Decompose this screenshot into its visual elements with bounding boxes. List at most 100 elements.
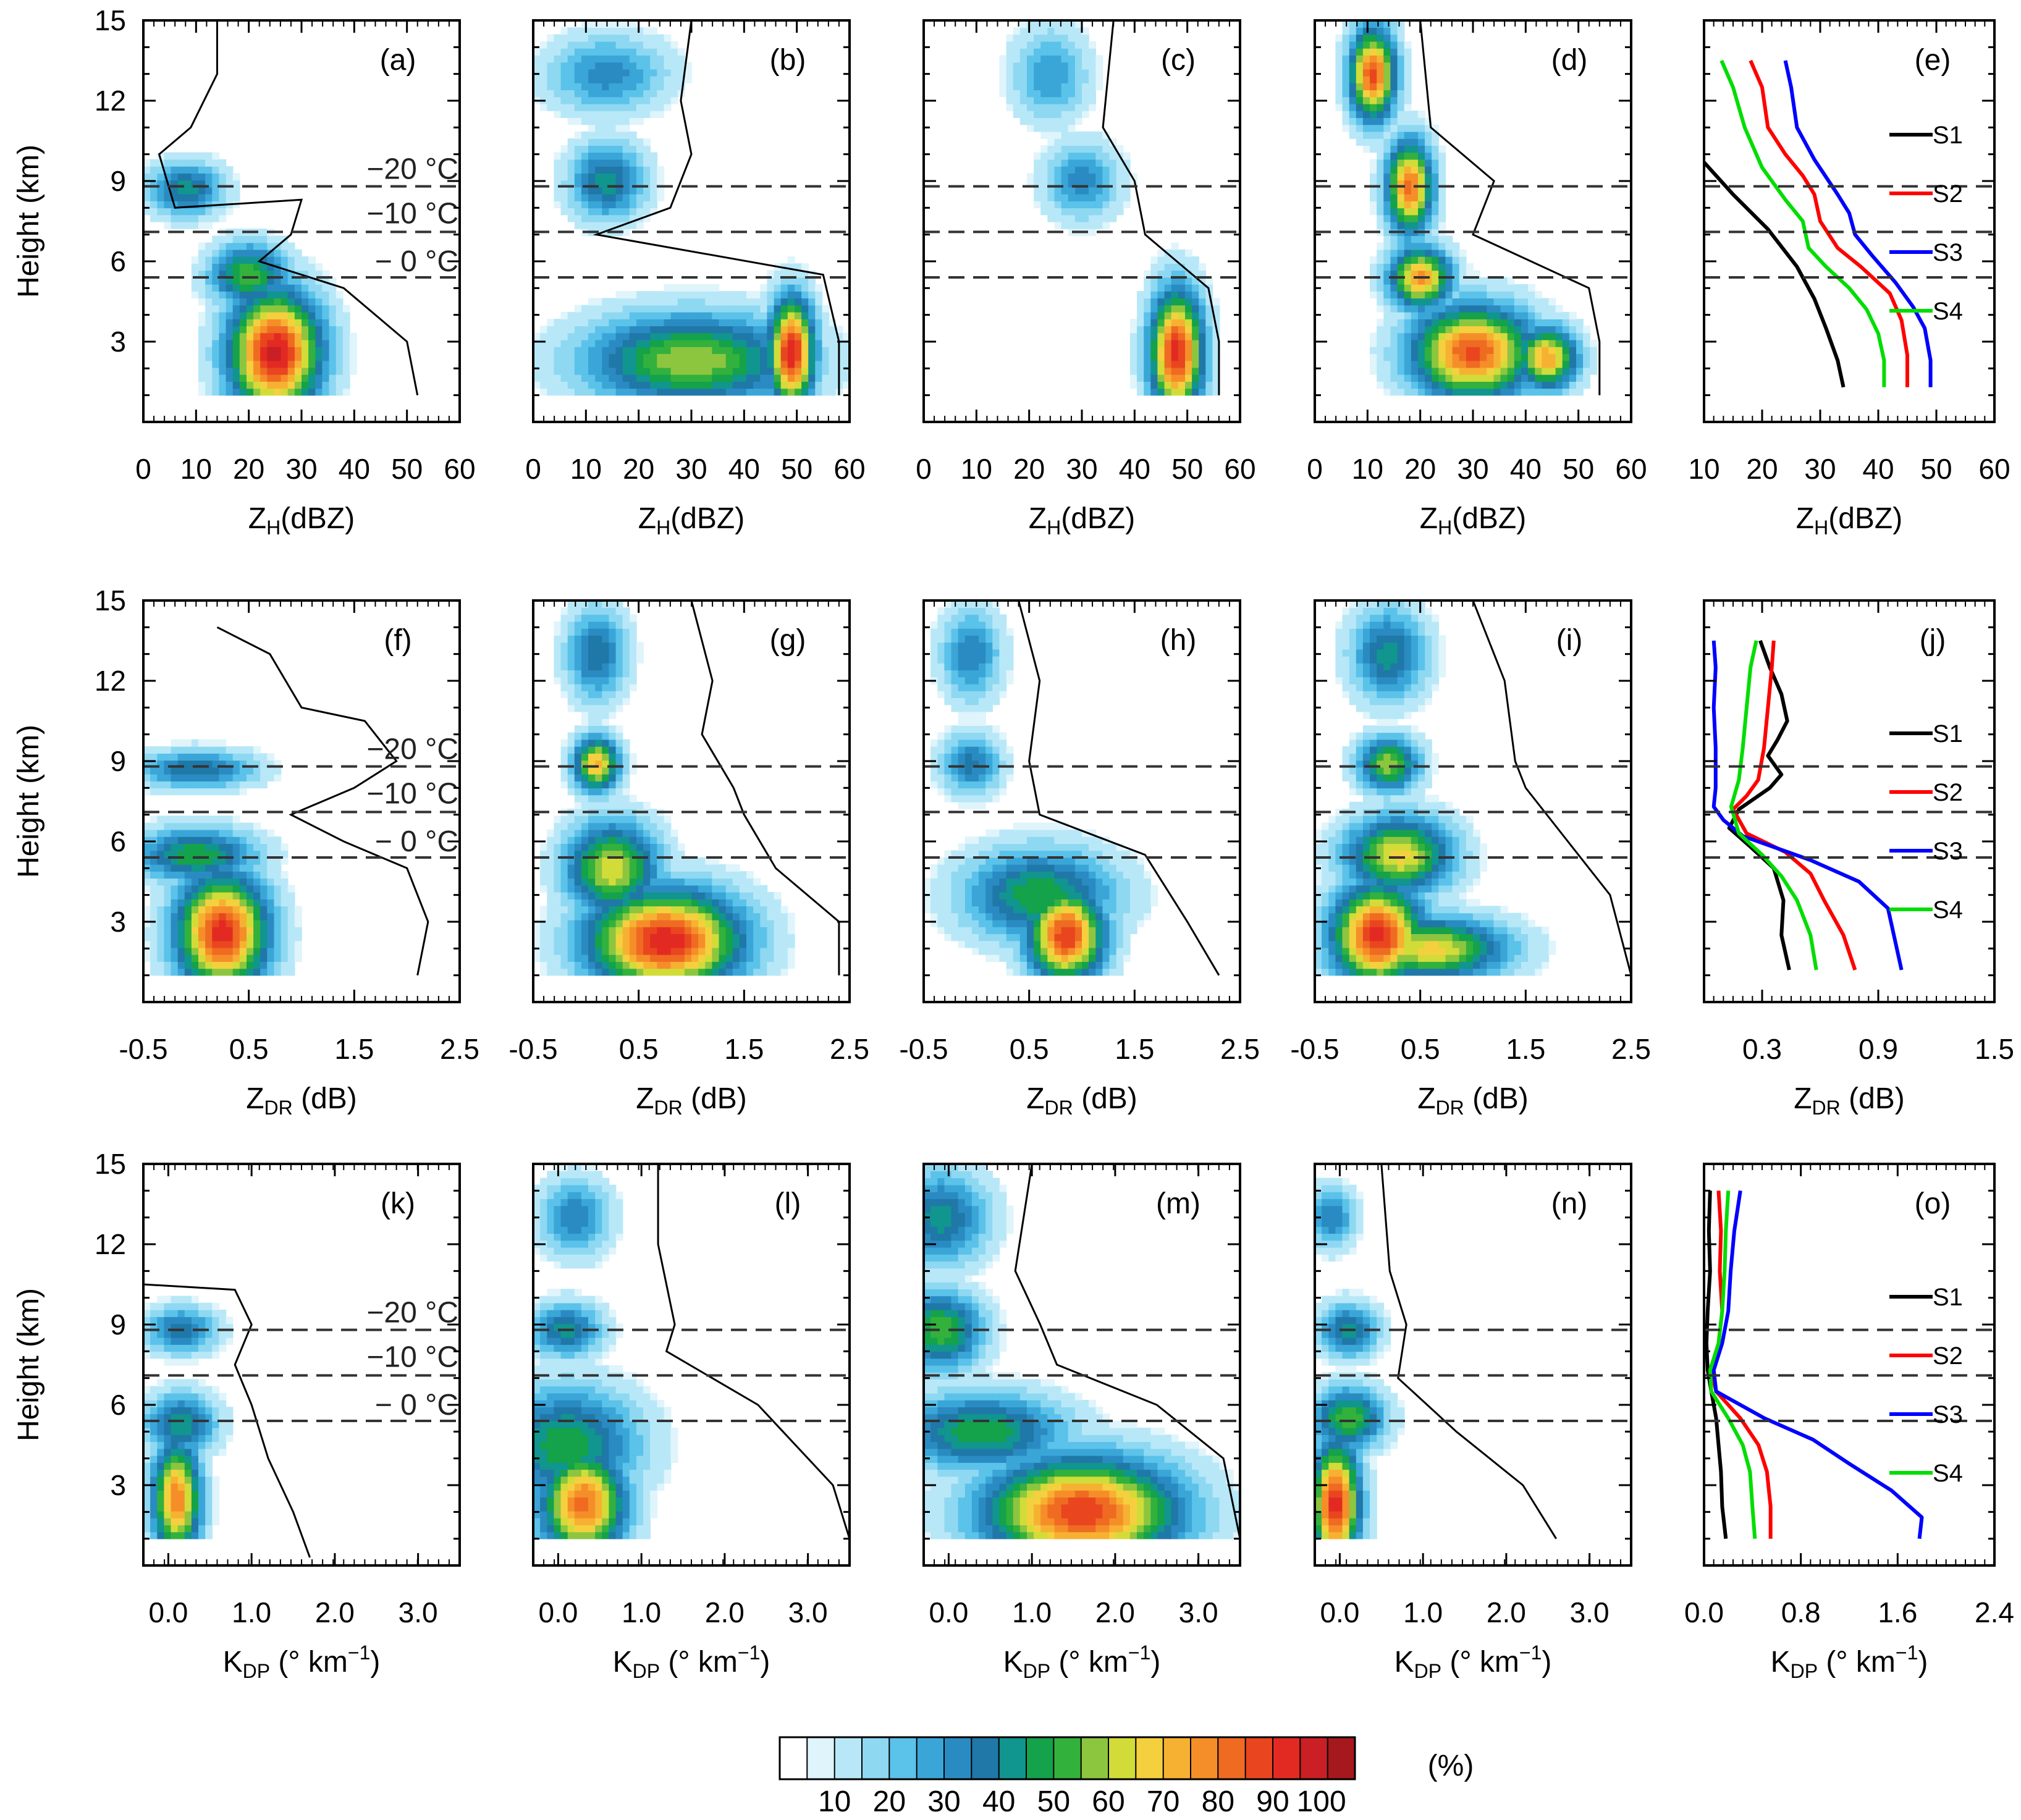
- cfad-cell: [1095, 208, 1103, 216]
- cfad-cell: [1040, 55, 1048, 63]
- cfad-cell: [232, 746, 240, 754]
- cfad-cell: [560, 663, 568, 671]
- cfad-cell: [198, 753, 206, 761]
- cfad-cell: [1061, 55, 1069, 63]
- cfad-cell: [719, 353, 727, 361]
- cfad-cell: [622, 131, 630, 139]
- cfad-cell: [560, 201, 568, 209]
- cfad-cell: [1411, 221, 1419, 229]
- cfad-cell: [342, 311, 350, 319]
- cfad-cell: [1109, 193, 1117, 201]
- cfad-cell: [1370, 20, 1377, 28]
- cfad-cell: [274, 760, 282, 768]
- cfad-cell: [1397, 152, 1405, 160]
- cfad-cell: [712, 284, 720, 292]
- cfad-cell: [1129, 326, 1137, 334]
- cfad-cell: [219, 242, 227, 250]
- cfad-cell: [1383, 374, 1391, 382]
- cfad-cell: [560, 649, 568, 657]
- cfad-cell: [1425, 201, 1432, 209]
- cfad-cell: [1487, 353, 1495, 361]
- cfad-cell: [171, 927, 179, 934]
- cfad-cell: [801, 360, 809, 368]
- cfad-cell: [670, 347, 678, 354]
- cfad-cell: [650, 90, 658, 98]
- cfad-cell: [746, 311, 754, 319]
- cfad-cell: [1390, 381, 1398, 389]
- cfad-cell: [315, 339, 323, 347]
- cfad-cell: [1074, 208, 1082, 216]
- cfad-cell: [287, 912, 295, 921]
- cfad-cell: [684, 388, 692, 396]
- cfad-cell: [1040, 193, 1048, 201]
- cfad-cell: [1542, 332, 1550, 340]
- x-tick-label: 20: [1746, 453, 1778, 485]
- cfad-cell: [219, 332, 227, 340]
- cfad-cell: [226, 332, 234, 340]
- cfad-cell: [829, 353, 837, 361]
- cfad-cell: [267, 332, 275, 340]
- cfad-cell: [643, 381, 651, 389]
- cfad-cell: [1027, 103, 1034, 111]
- cfad-cell: [1123, 193, 1131, 201]
- cfad-cell: [287, 899, 295, 907]
- cfad-cell: [602, 347, 610, 354]
- cfad-cell: [1061, 131, 1069, 139]
- cfad-cell: [1342, 41, 1350, 49]
- cfad-cell: [294, 940, 302, 948]
- cfad-cell: [1397, 221, 1405, 229]
- cfad-cell: [664, 367, 672, 375]
- cfad-cell: [1445, 256, 1453, 264]
- cfad-cell: [342, 381, 350, 389]
- cfad-cell: [1528, 339, 1535, 347]
- cfad-cell: [691, 360, 699, 368]
- cfad-cell: [567, 697, 575, 706]
- cfad-cell: [171, 753, 179, 761]
- cfad-cell: [808, 374, 816, 382]
- cfad-cell: [322, 298, 330, 306]
- cfad-cell: [239, 263, 247, 271]
- cfad-cell: [1548, 298, 1556, 306]
- cfad-cell: [157, 961, 165, 969]
- cfad-cell: [829, 381, 837, 389]
- cfad-cell: [567, 864, 575, 872]
- cfad-cell: [1514, 367, 1522, 375]
- cfad-cell: [567, 367, 575, 375]
- cfad-cell: [595, 131, 603, 139]
- cfad-cell: [1054, 41, 1062, 49]
- cfad-cell: [1418, 242, 1425, 250]
- cfad-cell: [177, 885, 185, 893]
- cfad-cell: [795, 284, 802, 292]
- cfad-cell: [629, 319, 637, 327]
- cfad-cell: [232, 229, 240, 236]
- cfad-cell: [554, 96, 562, 104]
- cfad-cell: [1095, 55, 1103, 63]
- cfad-cell: [177, 815, 185, 824]
- cfad-cell: [691, 284, 699, 292]
- cfad-cell: [1383, 305, 1391, 313]
- cfad-cell: [636, 201, 644, 209]
- cfad-cell: [567, 138, 575, 146]
- cfad-cell: [581, 691, 589, 698]
- cfad-cell: [629, 20, 637, 28]
- cfad-cell: [1205, 277, 1213, 285]
- cfad-cell: [253, 242, 261, 250]
- cfad-cell: [636, 305, 644, 313]
- cfad-cell: [1432, 291, 1440, 299]
- cfad-cell: [574, 927, 582, 934]
- cfad-cell: [588, 187, 596, 195]
- cfad-cell: [650, 83, 658, 91]
- cfad-cell: [239, 311, 247, 319]
- cfad-cell: [588, 697, 596, 706]
- cfad-cell: [1425, 173, 1432, 181]
- cfad-cell: [191, 208, 199, 216]
- cfad-cell: [143, 836, 151, 844]
- cfad-cell: [698, 360, 706, 368]
- cfad-cell: [1473, 332, 1480, 340]
- cfad-cell: [1157, 291, 1165, 299]
- cfad-cell: [554, 166, 562, 174]
- cfad-cell: [191, 906, 199, 914]
- x-axis-title: ZH(dBZ): [1029, 502, 1135, 539]
- cfad-cell: [1473, 305, 1480, 313]
- cfad-cell: [1095, 180, 1103, 188]
